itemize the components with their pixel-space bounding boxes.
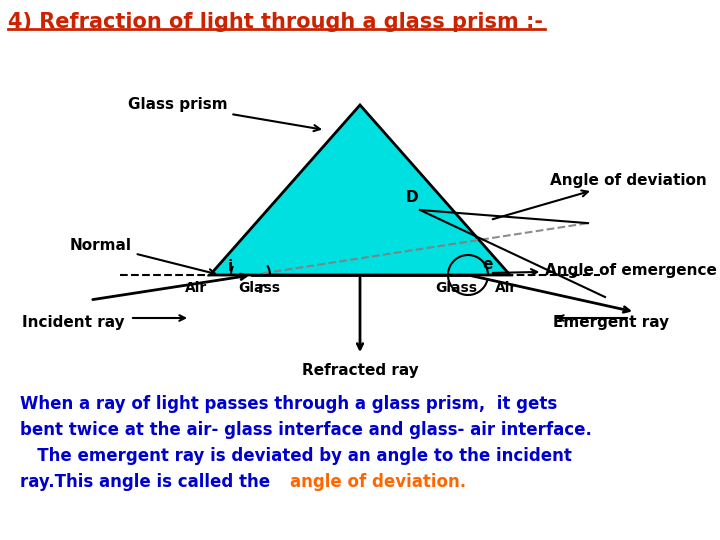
Text: Incident ray: Incident ray bbox=[22, 314, 125, 329]
Text: 4) Refraction of light through a glass prism :-: 4) Refraction of light through a glass p… bbox=[8, 12, 543, 32]
Text: Air: Air bbox=[495, 281, 517, 295]
Text: Normal: Normal bbox=[70, 238, 215, 275]
Text: Air: Air bbox=[185, 281, 207, 295]
Text: The emergent ray is deviated by an angle to the incident: The emergent ray is deviated by an angle… bbox=[20, 447, 572, 465]
Text: Angle of deviation: Angle of deviation bbox=[492, 172, 707, 219]
Text: When a ray of light passes through a glass prism,  it gets: When a ray of light passes through a gla… bbox=[20, 395, 557, 413]
Text: D: D bbox=[406, 190, 418, 205]
Text: Glass prism: Glass prism bbox=[128, 98, 320, 131]
Text: Glass: Glass bbox=[435, 281, 477, 295]
Text: i: i bbox=[228, 259, 233, 274]
Text: ray.This angle is called the: ray.This angle is called the bbox=[20, 473, 276, 491]
Text: angle of deviation.: angle of deviation. bbox=[290, 473, 466, 491]
Text: bent twice at the air- glass interface and glass- air interface.: bent twice at the air- glass interface a… bbox=[20, 421, 592, 439]
Text: Refracted ray: Refracted ray bbox=[302, 363, 418, 378]
Text: Angle of emergence: Angle of emergence bbox=[492, 262, 717, 278]
Text: Emergent ray: Emergent ray bbox=[553, 314, 669, 329]
Text: Glass: Glass bbox=[238, 281, 280, 295]
Polygon shape bbox=[210, 105, 510, 275]
Text: e: e bbox=[482, 257, 492, 272]
Text: r: r bbox=[258, 281, 266, 296]
